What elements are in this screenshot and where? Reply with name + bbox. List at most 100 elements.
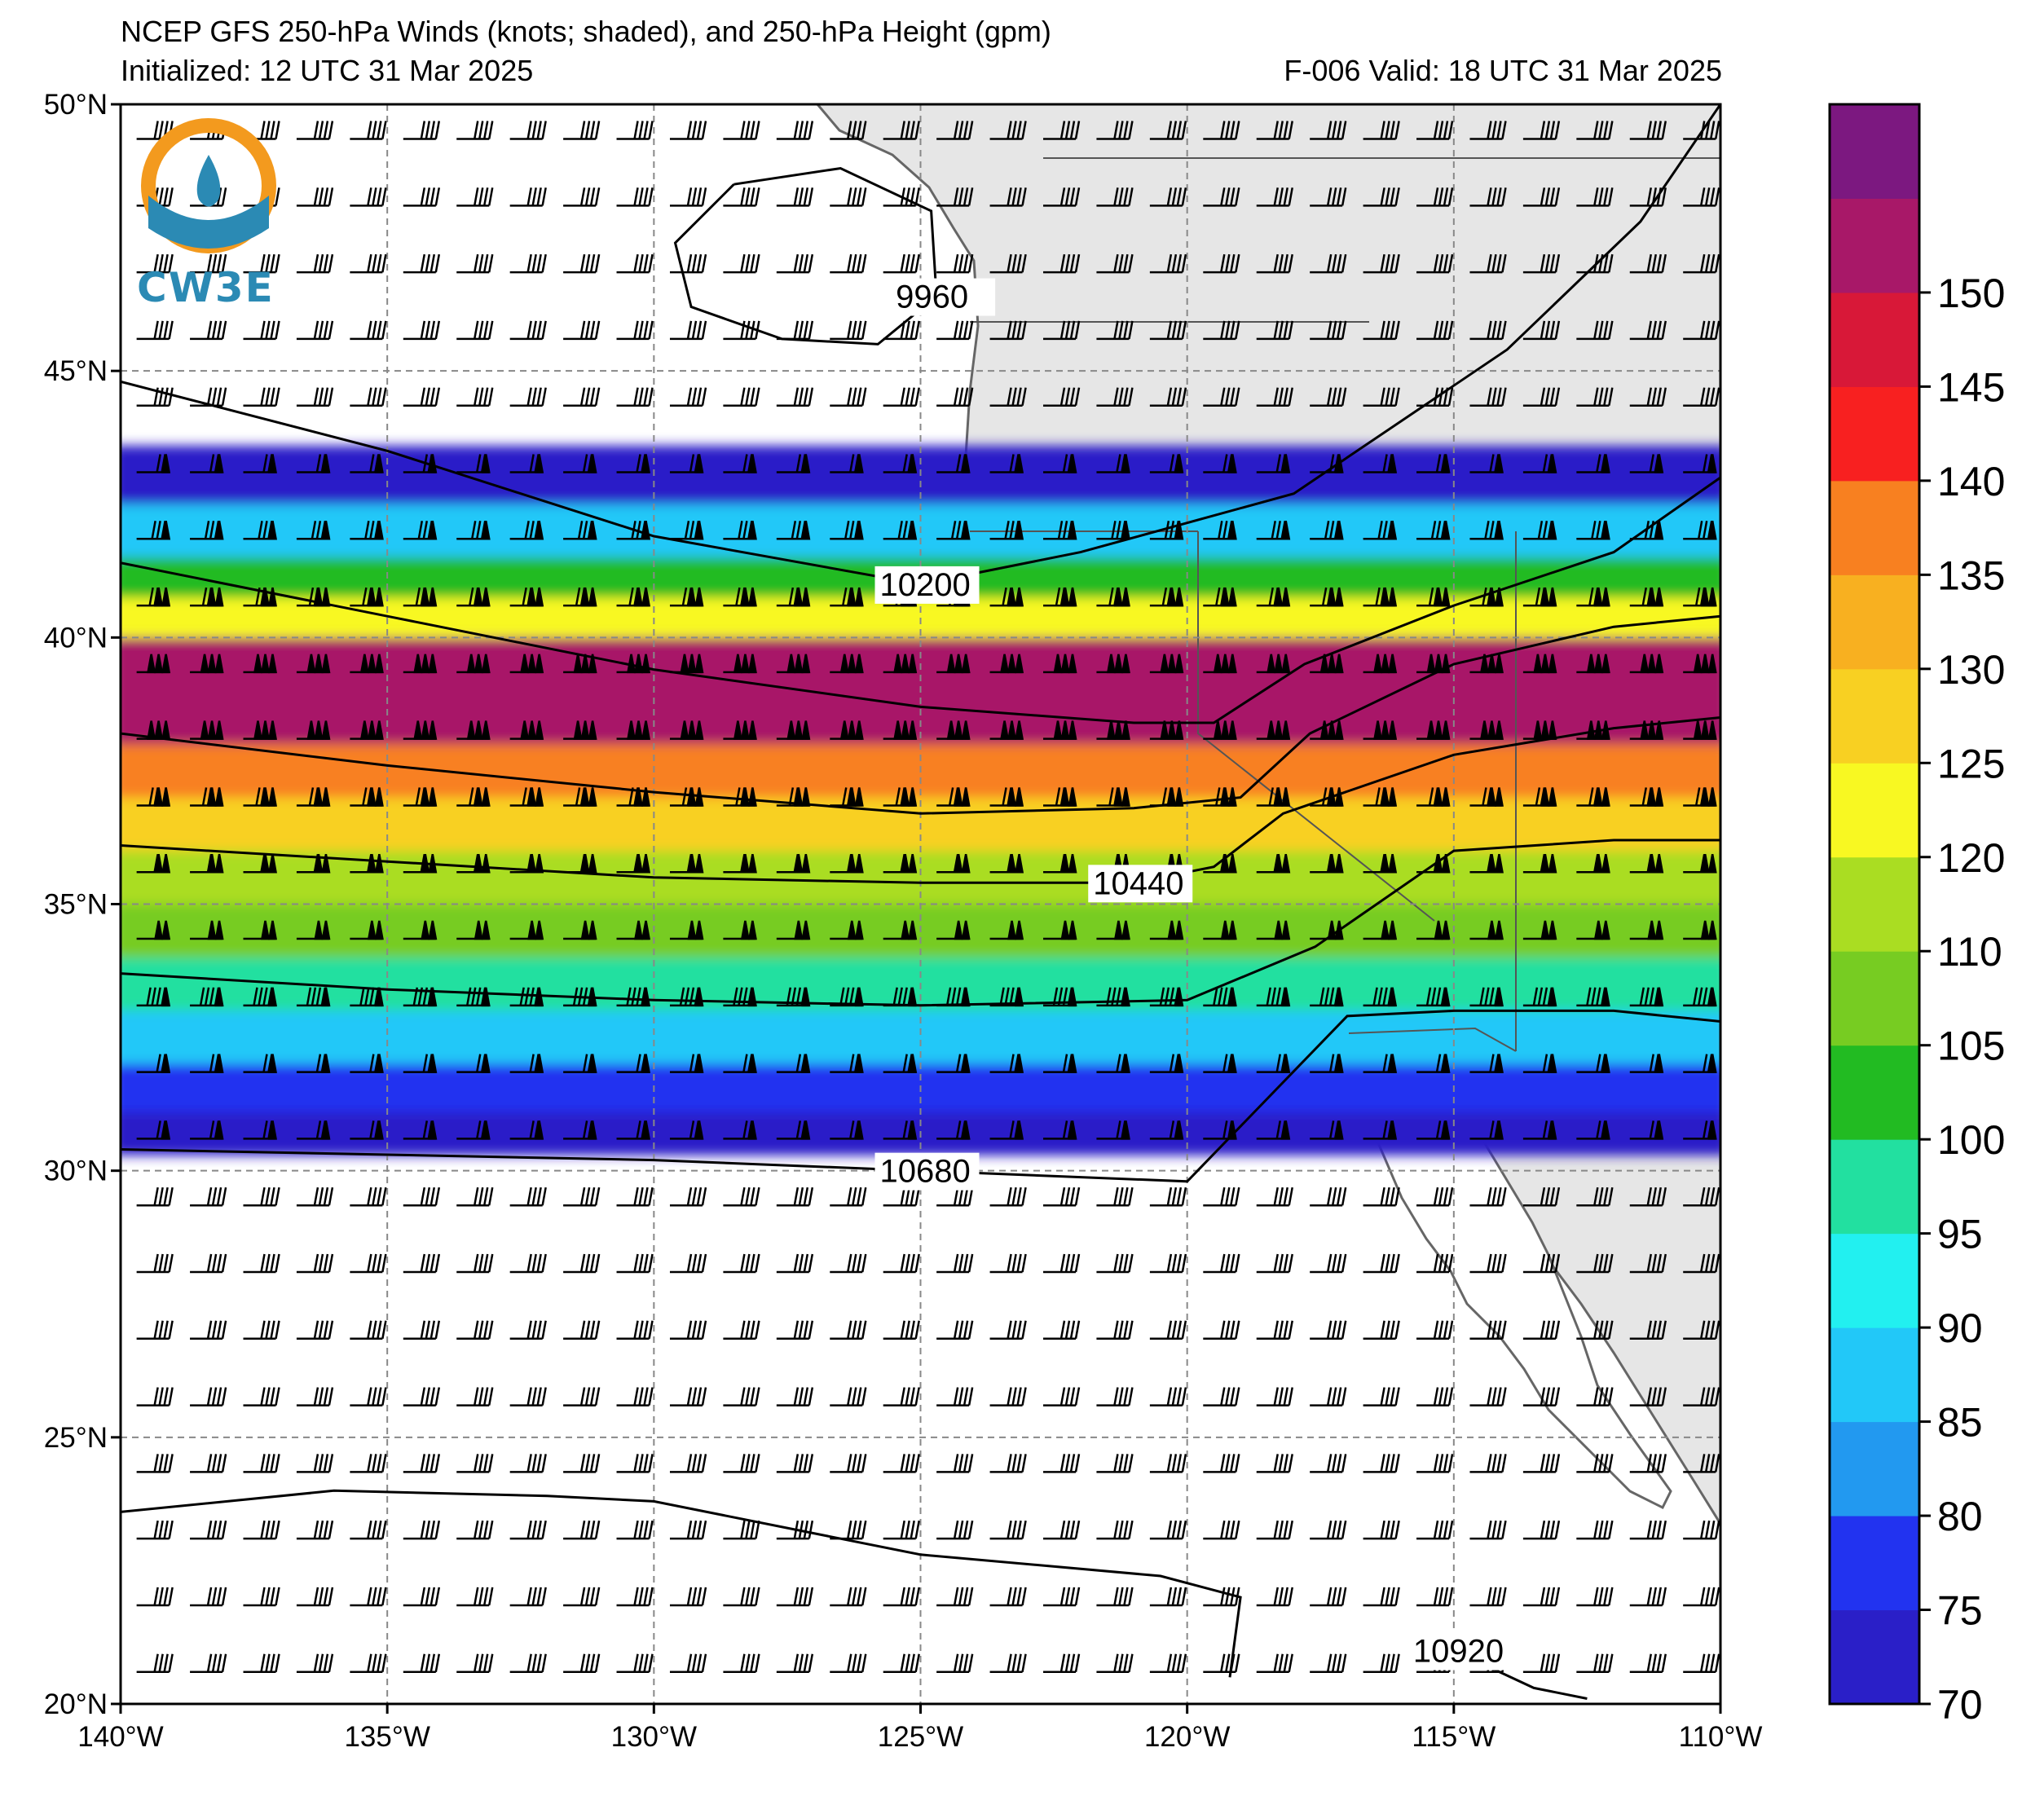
- wind-barb: [830, 654, 864, 674]
- wind-barb: [243, 720, 277, 740]
- wind-barb: [350, 187, 387, 207]
- wind-barb: [1416, 187, 1454, 207]
- wind-barb: [1576, 1454, 1614, 1473]
- wind-barb: [243, 1587, 280, 1607]
- wind-barb: [1629, 1054, 1664, 1073]
- wind-barb: [1683, 987, 1717, 1007]
- logo-drop-icon: [196, 155, 221, 207]
- wind-barb: [1042, 320, 1081, 341]
- wind-barb: [830, 1120, 864, 1140]
- wind-barb: [456, 1454, 494, 1473]
- wind-barb: [563, 1387, 601, 1406]
- wind-barb: [296, 987, 331, 1007]
- wind-barb: [1683, 1120, 1717, 1140]
- wind-barb: [1576, 387, 1614, 407]
- wind-barb: [989, 1520, 1027, 1540]
- wind-barb: [1096, 654, 1130, 674]
- wind-barb: [936, 387, 974, 407]
- wind-barb: [1096, 253, 1134, 274]
- wind-barb: [989, 1653, 1027, 1673]
- wind-barb: [1469, 720, 1504, 740]
- wind-barb: [1203, 587, 1237, 607]
- contour-label: 10680: [880, 1154, 971, 1190]
- wind-barb: [350, 121, 387, 140]
- wind-barb: [936, 787, 971, 807]
- wind-barb: [776, 387, 814, 407]
- wind-barb: [1256, 920, 1291, 940]
- wind-barb: [616, 1587, 654, 1607]
- wind-barb: [563, 1253, 601, 1274]
- wind-barb: [616, 1653, 654, 1673]
- wind-barb: [509, 187, 547, 207]
- wind-barb: [1469, 121, 1507, 140]
- wind-barb: [1096, 1653, 1134, 1673]
- wind-barb: [563, 454, 597, 473]
- logo-text: CW3E: [137, 264, 275, 311]
- wind-barb: [1149, 720, 1184, 740]
- wind-barb: [1683, 720, 1717, 740]
- wind-barb: [190, 654, 224, 674]
- wind-barb: [1256, 1120, 1291, 1140]
- wind-barb: [723, 654, 757, 674]
- wind-barb: [243, 987, 277, 1007]
- wind-barb: [1416, 1320, 1454, 1340]
- wind-barb: [136, 1454, 174, 1473]
- wind-barb: [669, 1653, 707, 1673]
- wind-barb: [1256, 387, 1293, 407]
- wind-barb: [1310, 1587, 1347, 1607]
- wind-barb: [1629, 920, 1664, 940]
- wind-barb: [936, 521, 971, 540]
- colorbar-tick-label: 120: [1937, 835, 2005, 881]
- wind-barb: [403, 920, 438, 940]
- wind-barb: [1149, 1054, 1184, 1073]
- contour-label-bg: [874, 566, 980, 604]
- colorbar-tick-label: 90: [1937, 1305, 1983, 1351]
- colorbar-segment: [1830, 1421, 1919, 1516]
- wind-barb: [1629, 587, 1664, 607]
- wind-barb: [1149, 1320, 1187, 1340]
- wind-barb: [830, 253, 867, 274]
- wind-barb: [1203, 1186, 1240, 1207]
- wind-barb: [1363, 1054, 1398, 1073]
- wind-barb: [1629, 787, 1664, 807]
- wind-barb: [296, 1186, 334, 1207]
- colorbar-tick-label: 95: [1937, 1212, 1983, 1257]
- wind-barb: [1203, 253, 1240, 274]
- wind-barb: [669, 1120, 704, 1140]
- wind-barb: [296, 521, 331, 540]
- wind-barb: [1363, 987, 1398, 1007]
- wind-barb: [989, 387, 1027, 407]
- wind-barb: [1416, 1454, 1454, 1473]
- wind-barb: [776, 720, 811, 740]
- wind-barb: [243, 1520, 280, 1540]
- wind-barb: [1149, 320, 1187, 341]
- wind-barb: [350, 454, 384, 473]
- wind-barb: [190, 253, 227, 274]
- wind-barb: [1256, 187, 1293, 207]
- wind-barb: [296, 187, 334, 207]
- wind-barb: [1149, 920, 1184, 940]
- wind-barb: [190, 1520, 227, 1540]
- wind-barb: [403, 1520, 441, 1540]
- wind-barb: [669, 320, 707, 341]
- wind-barb: [1683, 1186, 1720, 1207]
- wind-barb: [883, 1454, 920, 1473]
- wind-barb: [563, 1587, 601, 1607]
- colorbar-segment: [1830, 1233, 1919, 1328]
- wind-barb: [1256, 1587, 1293, 1607]
- wind-barb: [1096, 121, 1134, 140]
- wind-barb: [1096, 187, 1134, 207]
- wind-barb: [1363, 1320, 1400, 1340]
- wind-barb: [509, 1587, 547, 1607]
- wind-barb: [1203, 454, 1237, 473]
- colorbar-segment: [1830, 856, 1919, 952]
- wind-barb: [1310, 187, 1347, 207]
- wind-barb: [403, 787, 438, 807]
- wind-barb: [1469, 787, 1504, 807]
- wind-barb: [669, 1387, 707, 1406]
- wind-barb: [350, 1054, 384, 1073]
- wind-barb: [1576, 1120, 1610, 1140]
- wind-barb: [1416, 1253, 1454, 1274]
- wind-barb: [563, 320, 601, 341]
- wind-barb: [350, 1253, 387, 1274]
